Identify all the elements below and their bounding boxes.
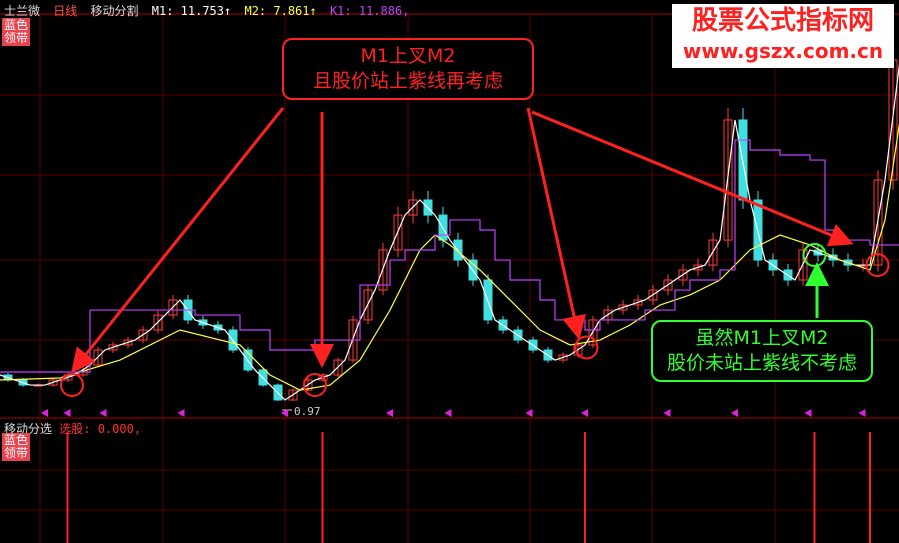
- m1-value: M1: 11.753↑: [151, 4, 232, 18]
- candle-body: [108, 344, 118, 351]
- k1-value: K1: 11.886,: [329, 4, 410, 18]
- m1-line: [0, 63, 899, 401]
- cross-circle: [60, 373, 84, 398]
- signal-marker: [444, 409, 452, 417]
- annotation-green-line1: 虽然M1上叉M2: [695, 327, 829, 349]
- indicator-tag[interactable]: 蓝色 领带: [2, 18, 30, 46]
- period-label[interactable]: 日线: [53, 4, 78, 18]
- candle-body: [123, 339, 133, 346]
- chart-header: 士兰微 日线 移动分割 M1: 11.753↑ M2: 7.861↑ K1: 1…: [4, 2, 415, 19]
- annotation-top-line1: M1上叉M2: [360, 45, 456, 67]
- candle-body: [138, 329, 148, 341]
- m2-value: M2: 7.861↑: [244, 4, 317, 18]
- candle-body: [708, 239, 718, 266]
- candle-body: [693, 264, 703, 271]
- signal-marker: [804, 409, 812, 417]
- candle-body: [648, 289, 658, 301]
- sub-indicator-tag[interactable]: 蓝色 领带: [2, 433, 30, 461]
- watermark: 股票公式指标网 www.gszx.com.cn: [672, 4, 894, 68]
- candle-body: [48, 379, 58, 386]
- annotation-top: M1上叉M2 且股价站上紫线再考虑: [282, 38, 534, 100]
- cross-circle: [865, 253, 890, 278]
- annotation-arrow: [71, 107, 285, 373]
- candle-body: [333, 359, 343, 376]
- candle-body: [288, 389, 298, 401]
- low-price-label: 0.97: [294, 405, 321, 418]
- watermark-line1: 股票公式指标网: [691, 6, 874, 36]
- signal-marker: [731, 409, 738, 417]
- candle-body: [873, 179, 883, 266]
- candle-body: [408, 199, 418, 216]
- candle-body: [663, 279, 673, 291]
- signal-marker: [177, 409, 185, 417]
- candle-body: [318, 374, 328, 381]
- signal-marker: [858, 409, 866, 417]
- annotation-arrow: [526, 107, 586, 340]
- signal-marker: [386, 409, 393, 417]
- candle-body: [723, 119, 733, 241]
- annotation-green: 虽然M1上叉M2 股价未站上紫线不考虑: [651, 320, 873, 382]
- candle-body: [378, 249, 388, 291]
- candle-body: [363, 289, 373, 321]
- sub-indicator-name: 移动分选: [4, 422, 53, 436]
- sub-panel-header: 移动分选 选股: 0.000,: [4, 420, 141, 437]
- candle-body: [153, 314, 163, 331]
- signal-marker: [663, 409, 671, 417]
- signal-marker: [281, 409, 288, 417]
- stock-name: 士兰微: [4, 4, 41, 18]
- signal-marker: [63, 409, 71, 417]
- signal-marker: [99, 409, 107, 417]
- candle-body: [678, 269, 688, 281]
- m2-line: [0, 122, 899, 391]
- candle-body: [633, 299, 643, 306]
- tag-line2: 领带: [3, 446, 28, 460]
- annotation-arrow: [531, 110, 854, 247]
- watermark-line2: www.gszx.com.cn: [682, 39, 884, 63]
- candle-body: [618, 304, 628, 311]
- annotation-top-line2: 且股价站上紫线再考虑: [312, 70, 503, 92]
- cross-circle: [574, 335, 599, 360]
- tag-line2: 领带: [3, 31, 28, 45]
- candle-body: [168, 299, 178, 316]
- annotation-green-line2: 股价未站上紫线不考虑: [666, 352, 857, 374]
- sub-indicator-value: 选股: 0.000,: [59, 422, 142, 436]
- signal-marker: [525, 409, 533, 417]
- signal-marker: [581, 409, 588, 417]
- tag-line1: 蓝色: [3, 18, 28, 32]
- tag-line1: 蓝色: [3, 433, 28, 447]
- signal-marker: [41, 409, 48, 417]
- candle-body: [393, 214, 403, 251]
- cross-circle: [303, 373, 327, 398]
- candle-body: [588, 319, 598, 346]
- candle-body: [558, 354, 568, 361]
- indicator-name: 移动分割: [90, 4, 139, 18]
